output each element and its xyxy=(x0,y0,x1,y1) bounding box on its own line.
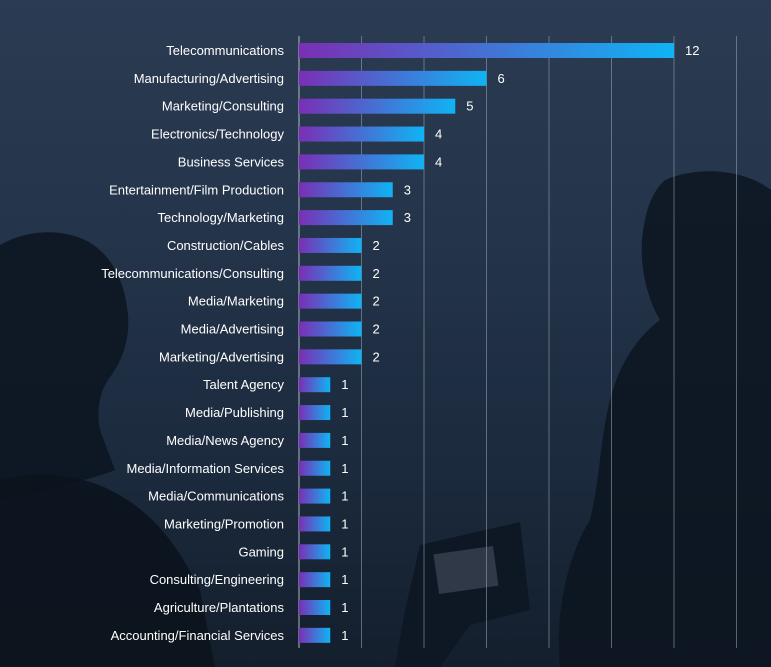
value-label: 2 xyxy=(373,238,380,253)
value-label: 1 xyxy=(341,489,348,504)
left-person-body xyxy=(0,474,215,667)
category-label: Agriculture/Plantations xyxy=(154,600,285,615)
value-label: 2 xyxy=(373,349,380,364)
category-label: Business Services xyxy=(178,154,285,169)
value-label: 4 xyxy=(435,154,442,169)
value-label: 3 xyxy=(404,210,411,225)
value-label: 12 xyxy=(685,43,699,58)
value-label: 5 xyxy=(466,99,473,114)
bar xyxy=(299,488,331,504)
bar xyxy=(299,126,424,142)
camera-monitor-screen xyxy=(433,546,499,594)
value-label: 2 xyxy=(373,322,380,337)
value-label: 1 xyxy=(341,600,348,615)
value-label: 6 xyxy=(498,71,505,86)
bar xyxy=(299,600,331,615)
bar xyxy=(299,544,331,560)
value-labels: 12 6 5 4 4 3 3 2 2 2 2 2 1 1 1 1 1 1 1 1 1 1 xyxy=(341,43,699,643)
value-label: 2 xyxy=(373,266,380,281)
category-label: Media/Publishing xyxy=(185,405,284,420)
bar xyxy=(299,265,362,281)
category-label: Accounting/Financial Services xyxy=(111,628,285,643)
bar xyxy=(299,432,331,448)
value-label: 1 xyxy=(341,628,348,643)
category-label: Media/Communications xyxy=(148,489,284,504)
value-label: 2 xyxy=(373,294,380,309)
bar xyxy=(299,154,424,170)
bar xyxy=(299,572,331,588)
bar xyxy=(299,98,456,114)
bar xyxy=(299,460,331,476)
category-label: Gaming xyxy=(238,544,284,559)
camera-rig-silhouette xyxy=(395,522,530,667)
category-label: Media/Information Services xyxy=(126,461,284,476)
bar xyxy=(299,321,362,337)
category-label: Marketing/Promotion xyxy=(164,516,284,531)
value-label: 1 xyxy=(341,405,348,420)
category-label: Marketing/Advertising xyxy=(159,349,284,364)
value-label: 1 xyxy=(341,516,348,531)
bar xyxy=(299,237,362,253)
value-label: 1 xyxy=(341,377,348,392)
category-label: Consulting/Engineering xyxy=(150,572,284,587)
bar xyxy=(299,182,393,198)
bars xyxy=(299,43,674,643)
category-label: Media/Marketing xyxy=(188,294,284,309)
bar xyxy=(299,627,331,643)
value-label: 1 xyxy=(341,461,348,476)
category-label: Technology/Marketing xyxy=(158,210,284,225)
category-label: Entertainment/Film Production xyxy=(109,182,284,197)
bar xyxy=(299,210,393,226)
category-labels: Telecommunications Manufacturing/Advertis… xyxy=(101,43,284,643)
category-label: Manufacturing/Advertising xyxy=(134,71,284,86)
category-label: Media/News Agency xyxy=(166,433,284,448)
bar xyxy=(299,70,487,86)
category-label: Telecommunications xyxy=(166,43,284,58)
category-label: Talent Agency xyxy=(203,377,284,392)
left-person-silhouette xyxy=(0,232,129,500)
category-label: Marketing/Consulting xyxy=(162,99,284,114)
bar xyxy=(299,293,362,309)
value-label: 1 xyxy=(341,433,348,448)
bar xyxy=(299,349,362,365)
bar xyxy=(299,516,331,532)
category-label: Electronics/Technology xyxy=(151,127,284,142)
category-label: Media/Advertising xyxy=(181,322,284,337)
category-label: Construction/Cables xyxy=(167,238,285,253)
bar xyxy=(299,405,331,421)
value-label: 3 xyxy=(404,182,411,197)
value-label: 1 xyxy=(341,544,348,559)
bar xyxy=(299,377,331,393)
value-label: 4 xyxy=(435,127,442,142)
bar xyxy=(299,43,674,58)
category-label: Telecommunications/Consulting xyxy=(101,266,284,281)
value-label: 1 xyxy=(341,572,348,587)
